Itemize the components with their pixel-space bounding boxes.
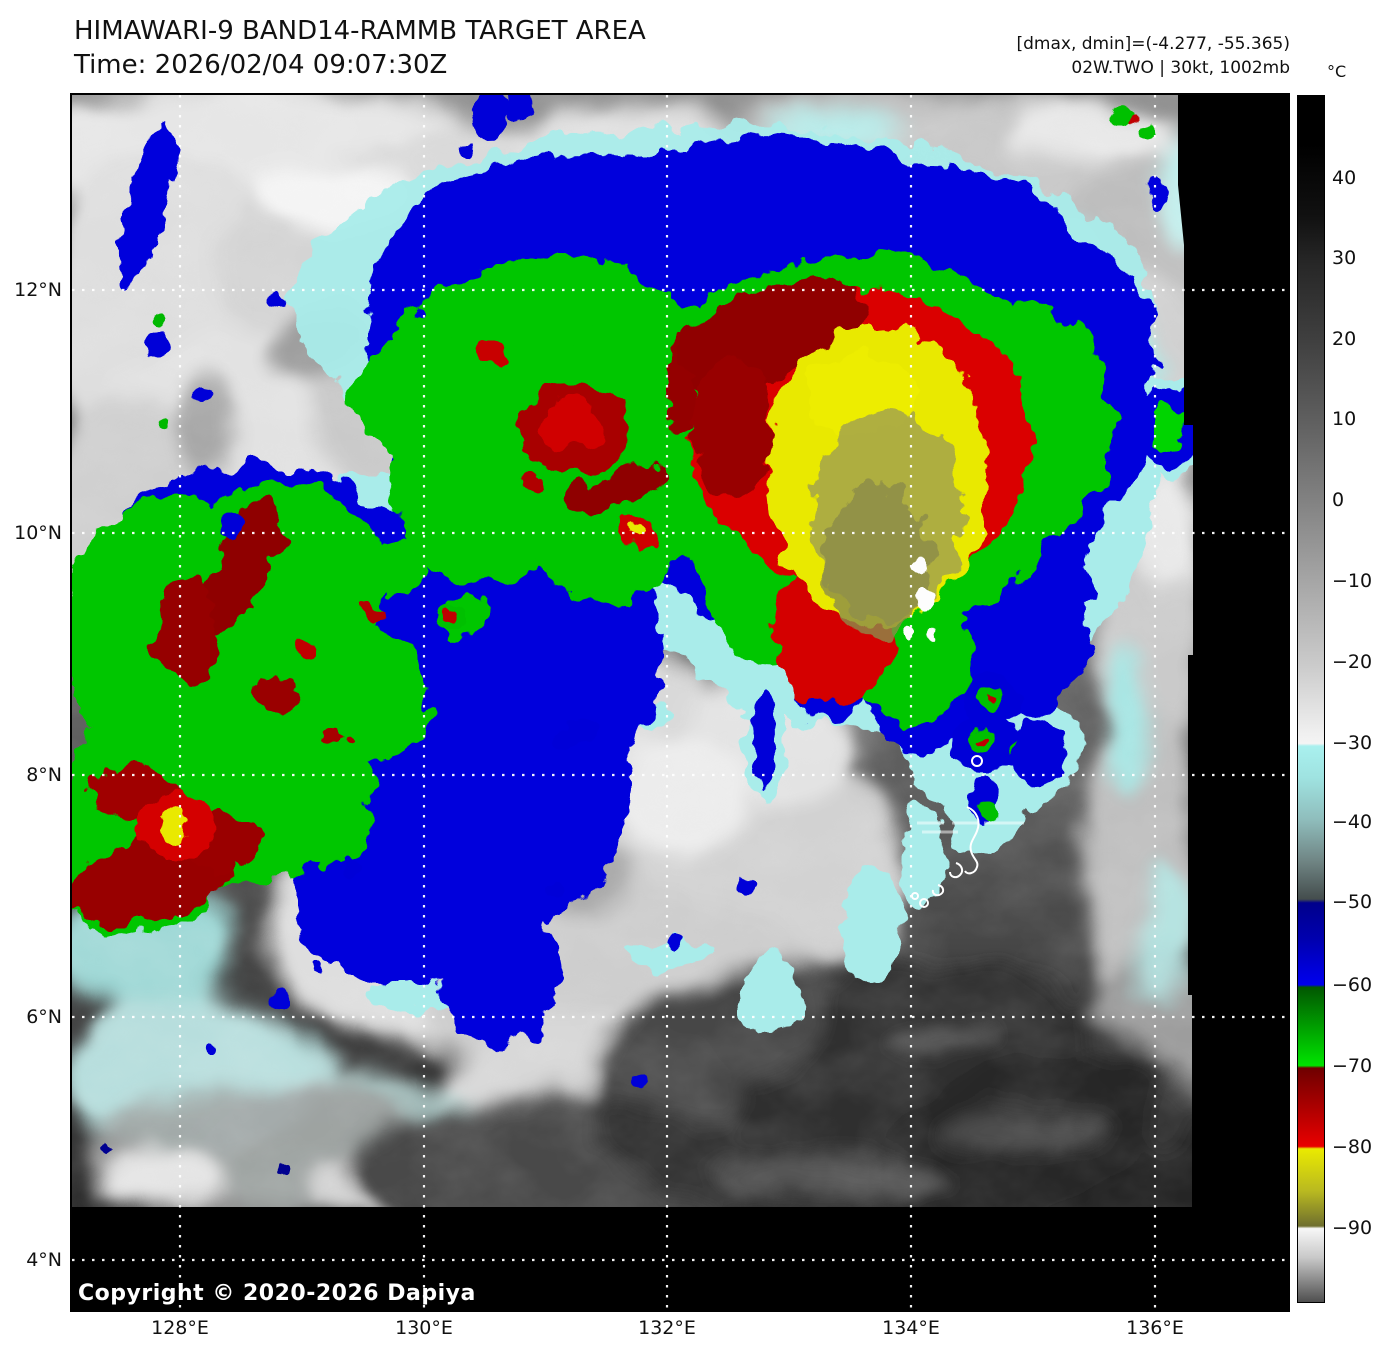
cold-speck-layer [98, 95, 1154, 1175]
colorbar-tick: 30 [1332, 247, 1357, 269]
colorbar-tick: −40 [1332, 811, 1373, 833]
colorbar-tick: −60 [1332, 974, 1373, 996]
header-info: [dmax, dmin]=(-4.277, -55.365) 02W.TWO |… [1017, 32, 1291, 80]
lon-label-130e: 130°E [395, 1317, 453, 1339]
colorbar-tick: −90 [1332, 1217, 1373, 1239]
lat-label-4n: 4°N [26, 1249, 62, 1271]
page-title: HIMAWARI-9 BAND14-RAMMB TARGET AREA [74, 16, 646, 46]
lat-label-6n: 6°N [26, 1006, 62, 1028]
satellite-ir-image [72, 95, 1288, 1310]
lat-label-10n: 10°N [14, 522, 62, 544]
timestamp: Time: 2026/02/04 09:07:30Z [74, 50, 448, 80]
copyright-watermark: Copyright © 2020-2026 Dapiya [78, 1281, 476, 1306]
colorbar-tick: −50 [1332, 891, 1373, 913]
colorbar-tick: −70 [1332, 1055, 1373, 1077]
lat-label-12n: 12°N [14, 279, 62, 301]
colorbar-tick: 20 [1332, 328, 1357, 350]
lon-label-132e: 132°E [638, 1317, 696, 1339]
storm-readout: 02W.TWO | 30kt, 1002mb [1071, 58, 1290, 78]
latlon-gridlines [72, 95, 1288, 1310]
dmax-dmin-readout: [dmax, dmin]=(-4.277, -55.365) [1016, 34, 1291, 54]
data-void-mask [72, 95, 1288, 1310]
colorbar-tick: 0 [1332, 489, 1345, 511]
colorbar-unit-label: °C [1327, 62, 1347, 81]
colorbar-tick: −20 [1332, 651, 1373, 673]
lon-label-134e: 134°E [882, 1317, 940, 1339]
island-coastlines [911, 755, 1024, 908]
colorbar-tick: −80 [1332, 1136, 1373, 1158]
lon-label-128e: 128°E [151, 1317, 209, 1339]
lat-label-8n: 8°N [26, 764, 62, 786]
scanline-artifacts [917, 821, 1024, 834]
lon-label-136e: 136°E [1126, 1317, 1184, 1339]
satellite-map-frame [70, 93, 1290, 1312]
colorbar-tick: −30 [1332, 732, 1373, 754]
colorbar-tick: 40 [1332, 167, 1357, 189]
temperature-colorbar [1297, 95, 1325, 1303]
colorbar-tick: 10 [1332, 408, 1357, 430]
white-overshoot-spots [903, 556, 939, 640]
colorbar-tick: −10 [1332, 570, 1373, 592]
